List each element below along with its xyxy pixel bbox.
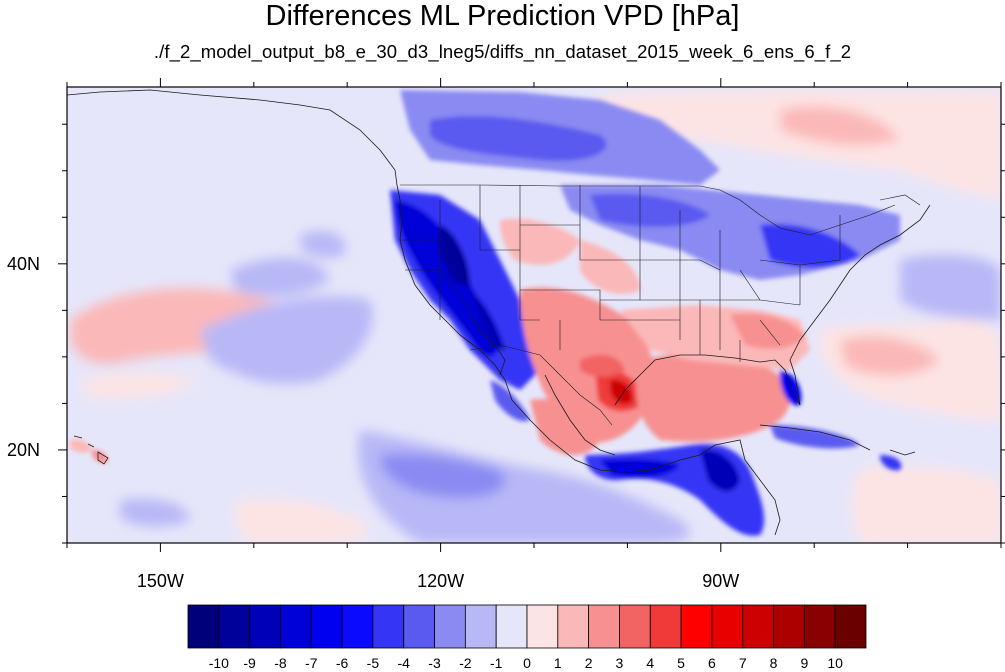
colorbar-box [218, 604, 251, 649]
longitude-label: 90W [702, 571, 740, 591]
colorbar-box [711, 604, 744, 649]
colorbar-box [310, 604, 343, 649]
field-broad-layer [67, 87, 1001, 543]
colorbar-box [649, 604, 682, 649]
colorbar-box [834, 604, 867, 649]
colorbar-label: 4 [646, 655, 655, 671]
latitude-label: 20N [6, 439, 40, 460]
colorbar-label: -10 [208, 655, 229, 671]
colorbar-label: 9 [800, 655, 809, 671]
colorbar-box [588, 604, 620, 649]
map-field [67, 87, 1001, 543]
colorbar-box [464, 604, 497, 649]
colorbar-box [249, 604, 281, 649]
colorbar-box [557, 604, 590, 649]
colorbar-label: 5 [677, 655, 685, 671]
colorbar-label: -5 [366, 655, 380, 671]
colorbar-boxes [187, 604, 867, 649]
colorbar-label: 1 [553, 655, 562, 671]
colorbar-box [495, 604, 528, 649]
colorbar-box [803, 604, 836, 649]
map-title: Differences ML Prediction VPD [hPa] [265, 0, 740, 32]
colorbar-box [341, 604, 374, 649]
colorbar-label: -4 [397, 655, 410, 671]
colorbar-box [434, 604, 466, 649]
colorbar-label: -6 [335, 655, 349, 671]
map-ticks [58, 78, 1005, 552]
political-boundaries [400, 184, 921, 426]
field-strong-layer [70, 90, 902, 536]
map-subtitle: ./f_2_model_output_b8_e_30_d3_lneg5/diff… [153, 41, 852, 62]
colorbar-label: -7 [305, 655, 318, 671]
longitude-label: 120W [417, 571, 465, 591]
colorbar-box [187, 604, 220, 649]
colorbar-label: 6 [708, 655, 716, 671]
colorbar-box [372, 604, 405, 649]
colorbar-box [742, 604, 774, 649]
latitude-label: 40N [6, 253, 40, 274]
colorbar-label: -1 [489, 655, 503, 671]
colorbar-label: 7 [738, 655, 747, 671]
colorbar-label: 3 [615, 655, 624, 671]
colorbar-label: -8 [274, 655, 287, 671]
colorbar-box [680, 604, 713, 649]
colorbar-label: -3 [428, 655, 441, 671]
colorbar-label: -9 [243, 655, 256, 671]
colorbar-label: 8 [769, 655, 778, 671]
colorbar-label: 10 [827, 655, 843, 671]
colorbar-box [619, 604, 651, 649]
colorbar-box [773, 604, 805, 649]
coastlines [67, 89, 931, 536]
colorbar-box [403, 604, 435, 649]
colorbar-box [526, 604, 559, 649]
colorbar-label: -2 [459, 655, 472, 671]
longitude-label: 150W [136, 571, 184, 591]
colorbar-label: 0 [523, 655, 531, 671]
colorbar-label: 2 [584, 655, 593, 671]
colorbar-box [280, 604, 312, 649]
vpd-difference-map [58, 78, 1005, 552]
